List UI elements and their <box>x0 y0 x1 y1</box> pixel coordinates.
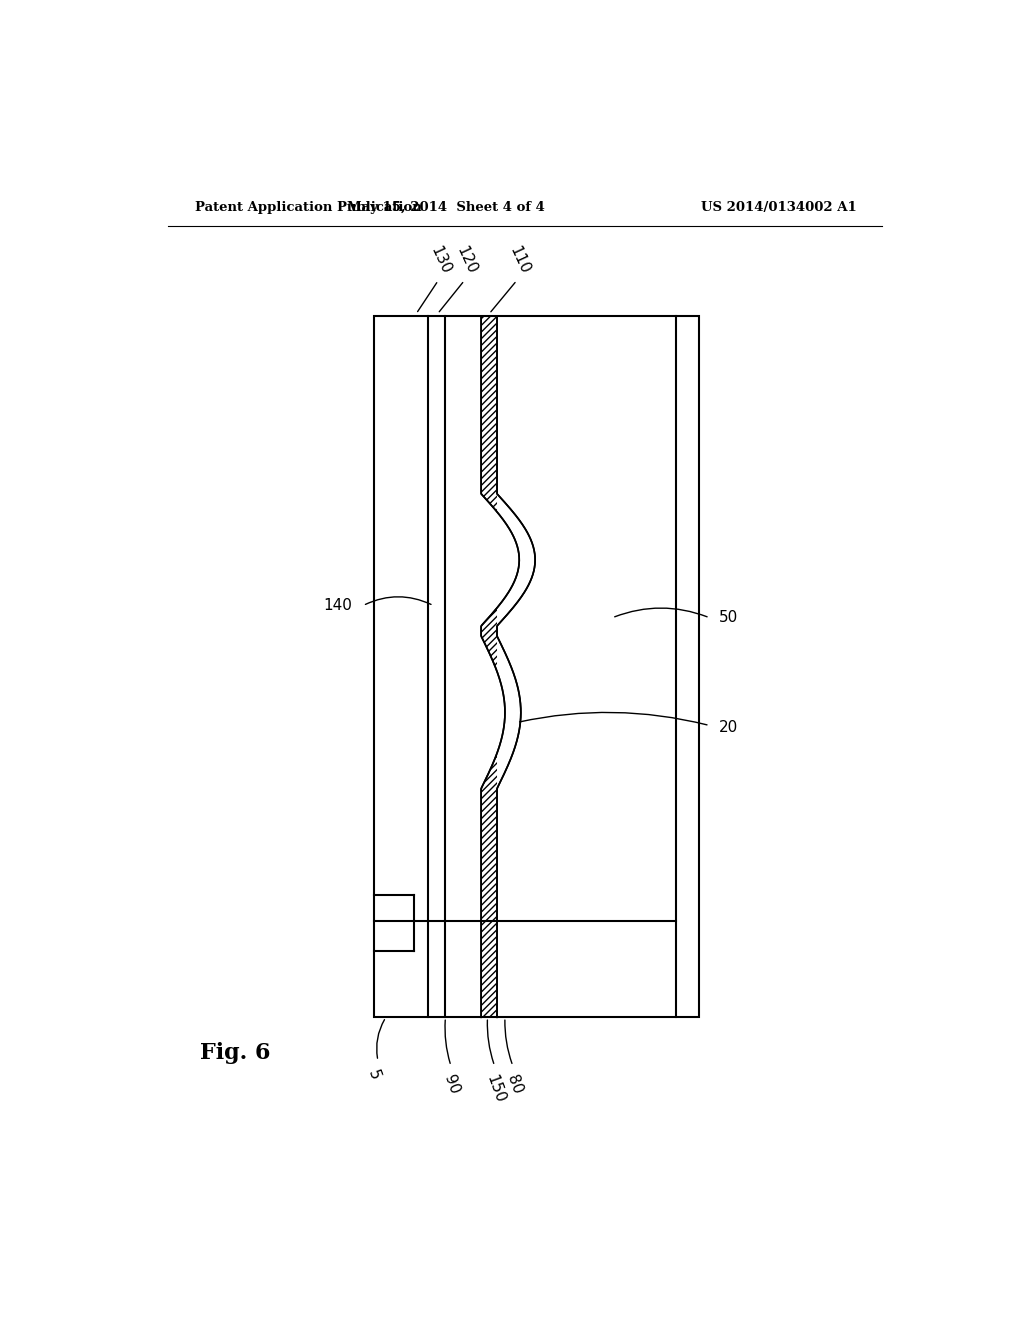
Text: 90: 90 <box>441 1073 462 1097</box>
Polygon shape <box>481 315 536 1018</box>
Bar <box>374 895 414 952</box>
Text: Patent Application Publication: Patent Application Publication <box>196 201 422 214</box>
Text: 150: 150 <box>483 1073 508 1105</box>
Text: 120: 120 <box>454 244 479 276</box>
Text: 80: 80 <box>504 1073 525 1097</box>
Text: 20: 20 <box>719 721 738 735</box>
Text: US 2014/0134002 A1: US 2014/0134002 A1 <box>700 201 857 214</box>
Bar <box>428 315 445 1018</box>
Text: 140: 140 <box>324 598 352 612</box>
Bar <box>374 315 428 921</box>
Bar <box>374 315 699 1018</box>
Text: 130: 130 <box>428 244 454 276</box>
Text: 5: 5 <box>366 1068 383 1082</box>
Text: May 15, 2014  Sheet 4 of 4: May 15, 2014 Sheet 4 of 4 <box>346 201 545 214</box>
Polygon shape <box>497 315 536 1018</box>
Text: Fig. 6: Fig. 6 <box>200 1041 270 1064</box>
Bar <box>445 315 481 1018</box>
Text: 110: 110 <box>506 244 532 276</box>
Bar <box>497 315 676 1018</box>
Bar <box>445 895 481 952</box>
Bar <box>374 921 428 1018</box>
Text: 50: 50 <box>719 610 738 626</box>
